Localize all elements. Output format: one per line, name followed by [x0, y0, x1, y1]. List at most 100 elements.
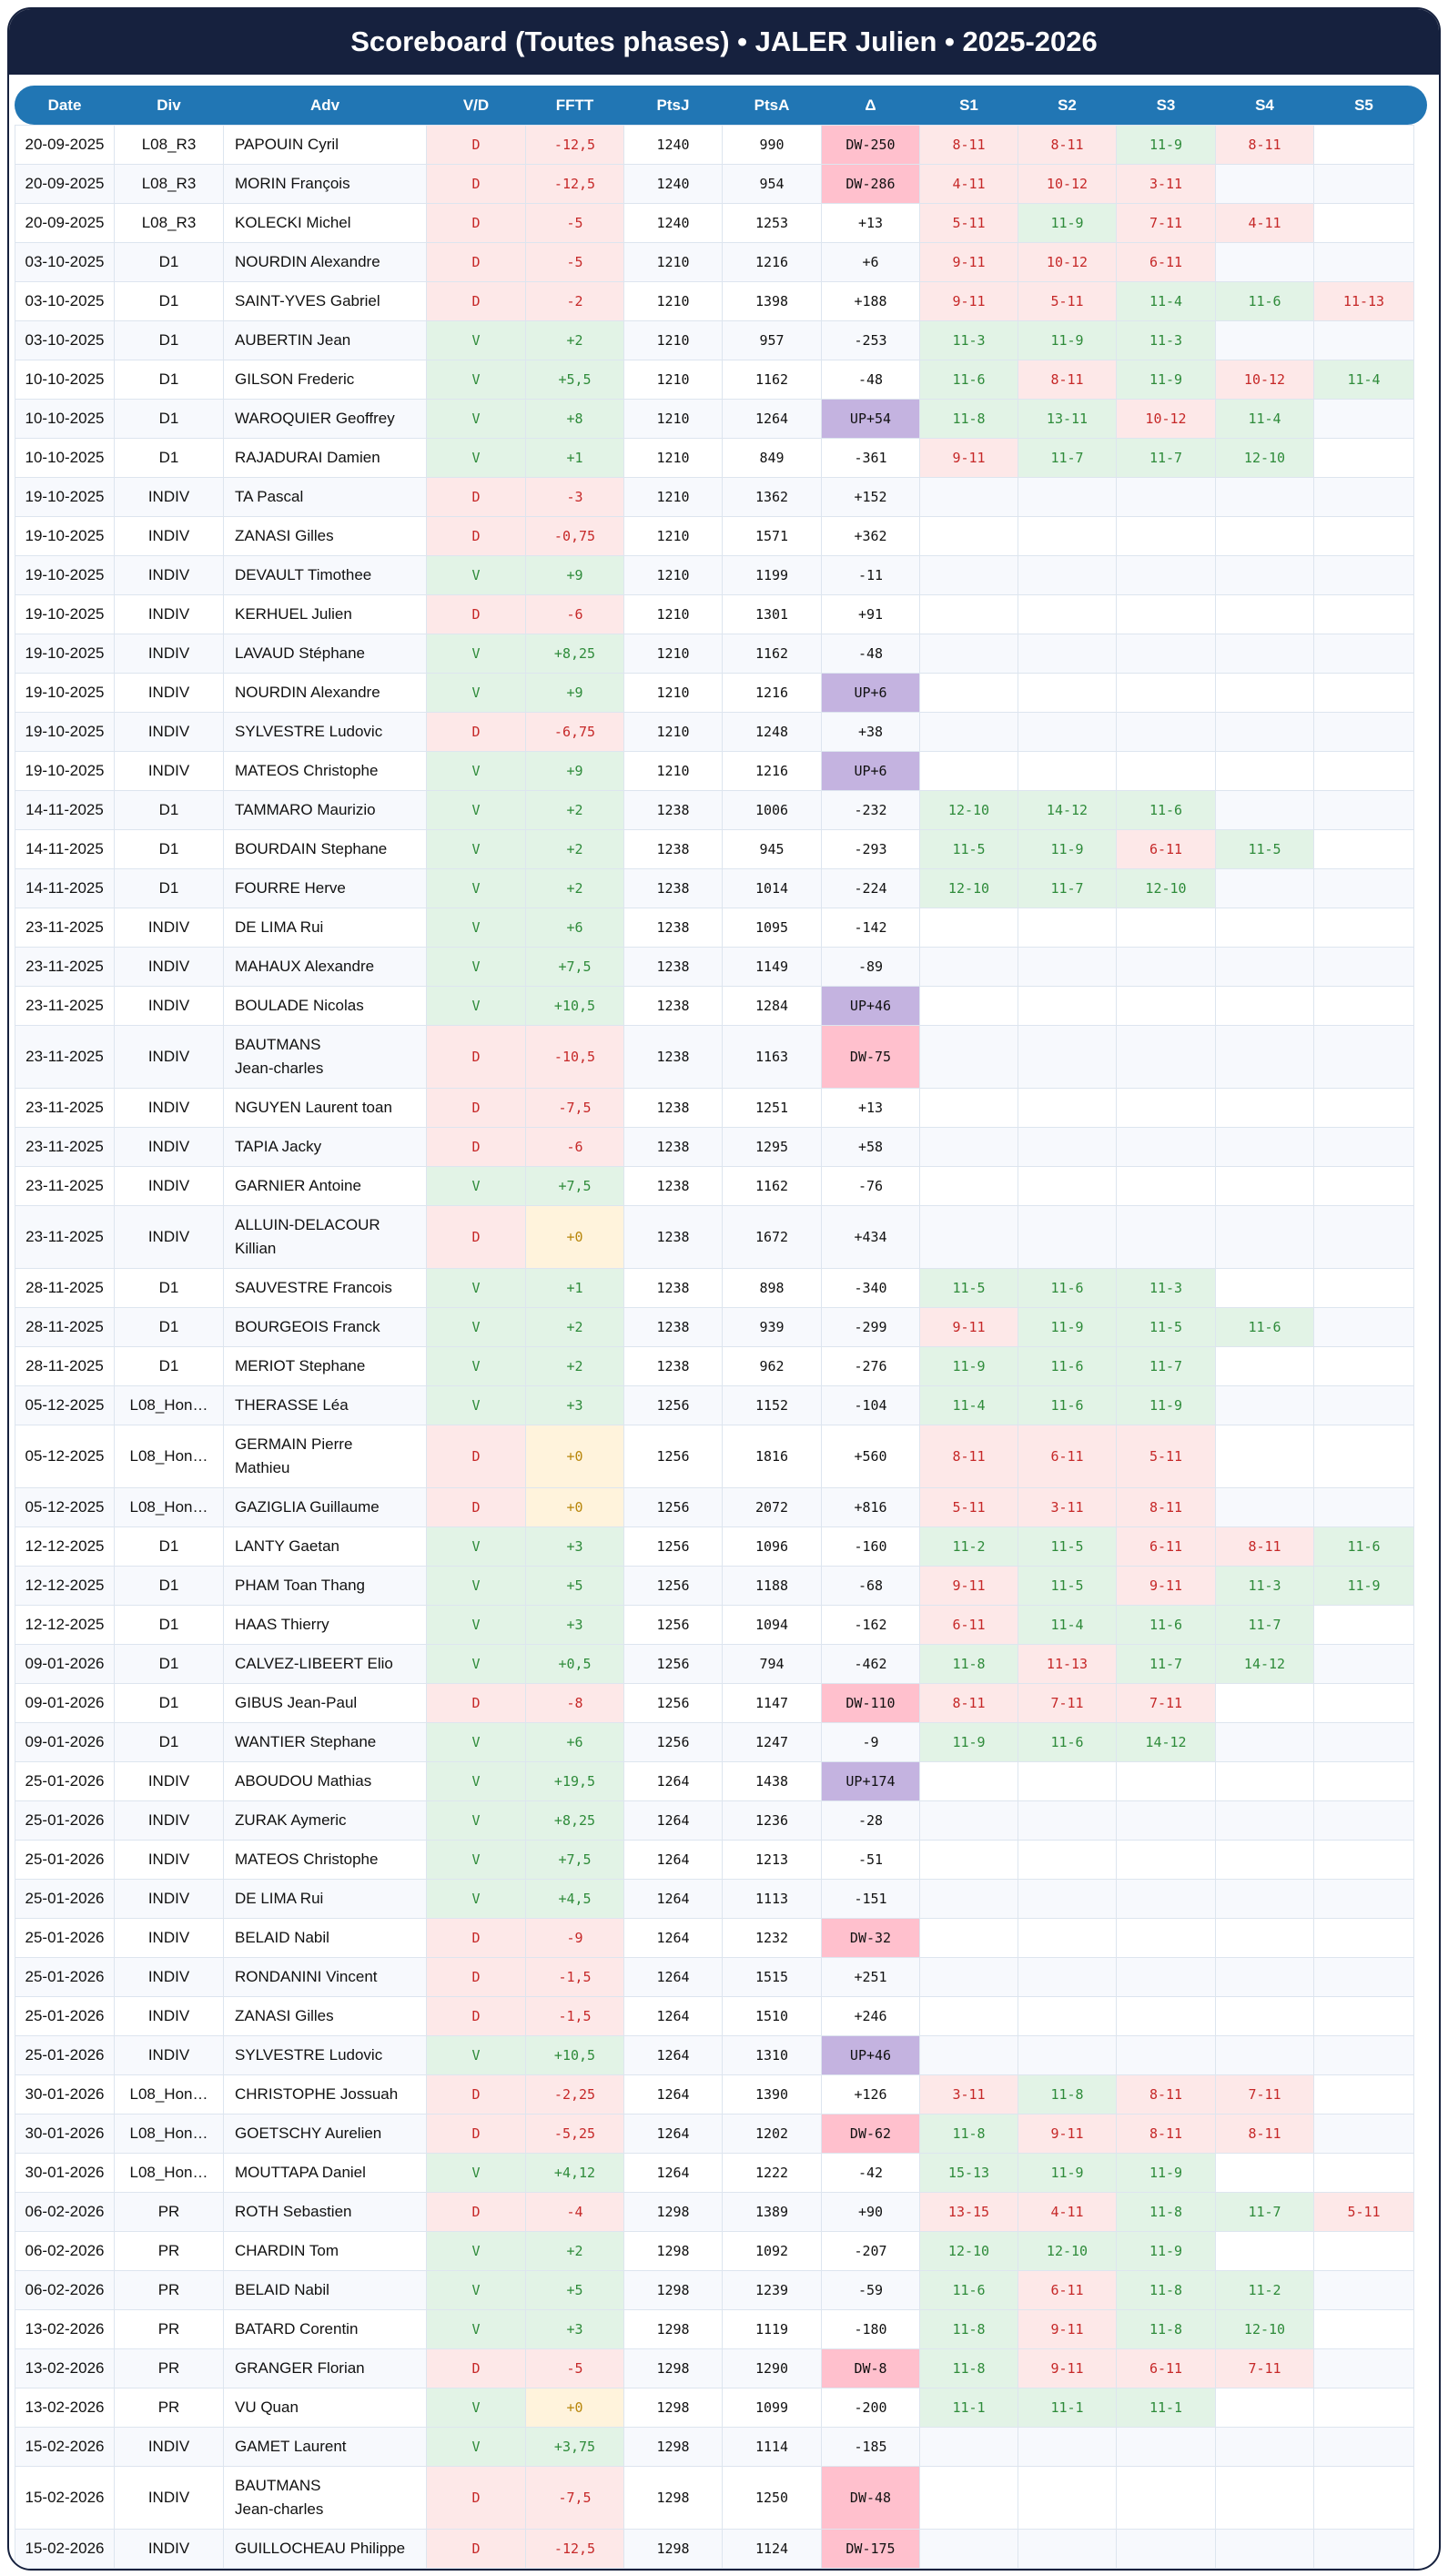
cell-vd: D [426, 125, 526, 165]
cell-set-2 [1018, 1996, 1117, 2036]
cell-date: 13-02-2026 [15, 2388, 115, 2428]
table-row: 30-01-2026 L08_Hon… MOUTTAPA Daniel V +4,12 1… [15, 2153, 1414, 2193]
column-header-fftt[interactable]: FFTT [555, 96, 594, 114]
cell-ptsj: 1256 [623, 1683, 723, 1723]
table-row: 25-01-2026 INDIV SYLVESTRE Ludovic V +10,5 12… [15, 2035, 1414, 2075]
cell-set-3: 11-5 [1116, 1307, 1216, 1347]
table-row: 19-10-2025 INDIV ZANASI Gilles D -0,75 1210 15… [15, 516, 1414, 556]
table-row: 23-11-2025 INDIV BOULADE Nicolas V +10,5 1238… [15, 986, 1414, 1026]
cell-set-3: 11-3 [1116, 1268, 1216, 1308]
cell-ptsa: 1162 [722, 634, 822, 674]
cell-set-2: 8-11 [1018, 360, 1117, 400]
column-header-vd[interactable]: V/D [462, 96, 490, 114]
cell-set-3 [1116, 2529, 1216, 2569]
cell-ptsa: 962 [722, 1346, 822, 1386]
cell-ptsj: 1298 [623, 2309, 723, 2349]
column-header-s1[interactable]: S1 [959, 96, 978, 114]
table-row: 25-01-2026 INDIV ZURAK Aymeric V +8,25 1264 12… [15, 1800, 1414, 1841]
cell-delta: +152 [821, 477, 920, 517]
table-row: 23-11-2025 INDIV MAHAUX Alexandre V +7,5 1238… [15, 947, 1414, 987]
column-header-s5[interactable]: S5 [1354, 96, 1373, 114]
cell-date: 06-02-2026 [15, 2270, 115, 2310]
cell-set-5 [1313, 2309, 1414, 2349]
column-header-delta[interactable]: Δ [865, 96, 876, 114]
cell-set-5 [1313, 1425, 1414, 1488]
page-title: Scoreboard (Toutes phases) • JALER Julie… [9, 9, 1439, 75]
cell-div: INDIV [114, 1205, 224, 1269]
cell-adv: CHRISTOPHE Jossuah [223, 2074, 427, 2115]
cell-set-3 [1116, 751, 1216, 791]
cell-date: 12-12-2025 [15, 1526, 115, 1567]
cell-adv: BAUTMANS Jean-charles [223, 2466, 427, 2530]
column-header-date[interactable]: Date [47, 96, 82, 114]
cell-adv: GAMET Laurent [223, 2427, 427, 2467]
cell-set-3: 11-9 [1116, 125, 1216, 165]
cell-set-2 [1018, 555, 1117, 595]
cell-set-2 [1018, 516, 1117, 556]
cell-div: PR [114, 2192, 224, 2232]
column-header-adv[interactable]: Adv [309, 96, 340, 114]
cell-set-4: 7-11 [1215, 2074, 1314, 2115]
cell-ptsa: 939 [722, 1307, 822, 1347]
cell-ptsa: 957 [722, 320, 822, 360]
cell-set-2: 11-7 [1018, 868, 1117, 908]
column-header-s4[interactable]: S4 [1255, 96, 1274, 114]
cell-ptsa: 1301 [722, 594, 822, 634]
cell-vd: V [426, 2270, 526, 2310]
cell-ptsa: 1216 [722, 751, 822, 791]
cell-div: D1 [114, 1526, 224, 1567]
scoreboard-table: Date Div Adv V/D FFTT PtsJ PtsA Δ S1 S2 … [15, 86, 1414, 2569]
cell-adv: TAMMARO Maurizio [223, 790, 427, 830]
cell-div: INDIV [114, 1025, 224, 1089]
cell-adv: MAHAUX Alexandre [223, 947, 427, 987]
cell-set-3 [1116, 594, 1216, 634]
table-row: 06-02-2026 PR CHARDIN Tom V +2 1298 1092 -207 12… [15, 2231, 1414, 2271]
cell-set-1: 11-5 [919, 829, 1018, 869]
cell-ptsa: 954 [722, 164, 822, 204]
cell-set-3: 8-11 [1116, 1487, 1216, 1527]
cell-adv: HAAS Thierry [223, 1605, 427, 1645]
cell-ptsa: 1389 [722, 2192, 822, 2232]
cell-fftt: -12,5 [525, 125, 624, 165]
cell-set-3 [1116, 477, 1216, 517]
cell-adv: ZANASI Gilles [223, 516, 427, 556]
cell-div: PR [114, 2388, 224, 2428]
cell-set-3: 8-11 [1116, 2114, 1216, 2154]
cell-set-2: 13-11 [1018, 399, 1117, 439]
cell-set-1: 12-10 [919, 868, 1018, 908]
cell-vd: D [426, 712, 526, 752]
cell-set-3: 6-11 [1116, 829, 1216, 869]
cell-date: 14-11-2025 [15, 868, 115, 908]
cell-set-3: 3-11 [1116, 164, 1216, 204]
cell-adv: WANTIER Stephane [223, 1722, 427, 1762]
cell-set-1: 11-6 [919, 360, 1018, 400]
column-header-div[interactable]: Div [157, 96, 181, 114]
column-header-s2[interactable]: S2 [1058, 96, 1077, 114]
cell-ptsa: 1251 [722, 1088, 822, 1128]
cell-fftt: +0 [525, 2388, 624, 2428]
cell-div: INDIV [114, 1957, 224, 1997]
cell-set-5 [1313, 1761, 1414, 1801]
cell-set-3: 11-9 [1116, 1385, 1216, 1425]
cell-ptsa: 1006 [722, 790, 822, 830]
cell-set-4: 11-2 [1215, 2270, 1314, 2310]
cell-delta: DW-286 [821, 164, 920, 204]
cell-set-4 [1215, 2466, 1314, 2530]
cell-set-4 [1215, 751, 1314, 791]
cell-ptsj: 1298 [623, 2348, 723, 2388]
cell-date: 23-11-2025 [15, 1025, 115, 1089]
cell-set-2: 7-11 [1018, 1683, 1117, 1723]
column-header-ptsa[interactable]: PtsA [754, 96, 790, 114]
column-header-s3[interactable]: S3 [1156, 96, 1176, 114]
cell-set-1 [919, 555, 1018, 595]
cell-set-3: 12-10 [1116, 868, 1216, 908]
cell-adv: KOLECKI Michel [223, 203, 427, 243]
cell-set-5 [1313, 1800, 1414, 1841]
cell-fftt: +8,25 [525, 634, 624, 674]
table-row: 19-10-2025 INDIV LAVAUD Stéphane V +8,25 1210… [15, 634, 1414, 674]
cell-set-3 [1116, 1996, 1216, 2036]
cell-delta: -462 [821, 1644, 920, 1684]
column-header-ptsj[interactable]: PtsJ [656, 96, 690, 114]
cell-set-5 [1313, 947, 1414, 987]
cell-set-1: 5-11 [919, 1487, 1018, 1527]
